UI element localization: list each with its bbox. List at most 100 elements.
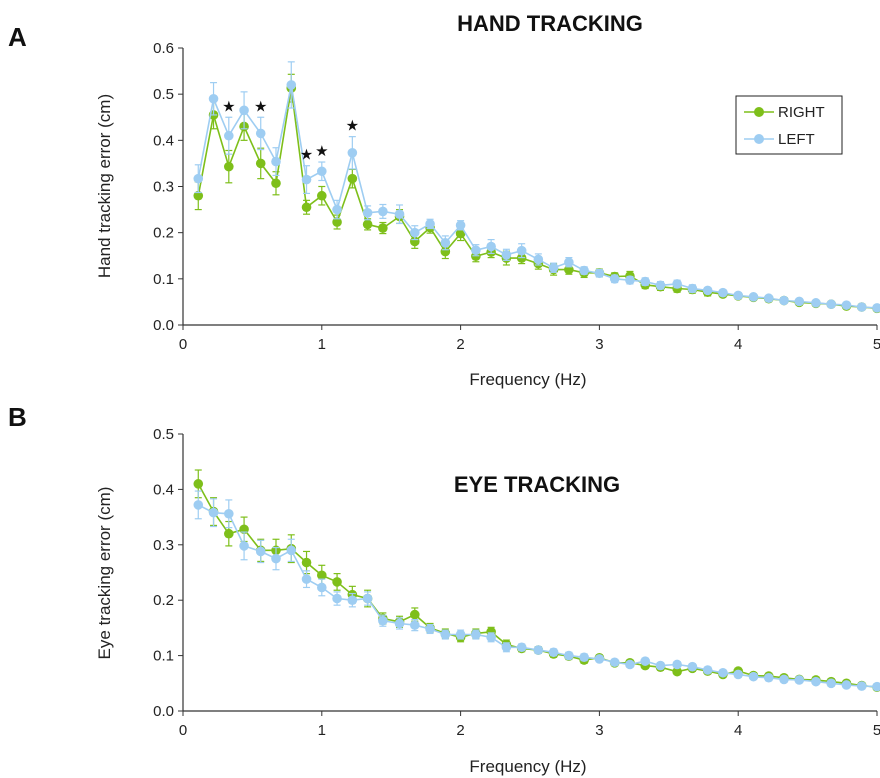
y-tick-label-hand: 0.1 <box>153 271 174 288</box>
y-tick-label-hand: 0.0 <box>153 317 174 334</box>
legend-item-right: RIGHT <box>744 104 825 121</box>
data-point-left <box>516 642 527 653</box>
legend-label-right: RIGHT <box>778 104 825 121</box>
data-point-left <box>394 209 405 219</box>
data-point-left <box>224 508 234 519</box>
data-point-left <box>255 546 266 557</box>
data-point-left <box>794 675 805 685</box>
data-point-left <box>748 292 759 302</box>
data-point-left <box>856 681 867 691</box>
data-point-left <box>516 245 527 256</box>
data-point-left <box>872 303 880 313</box>
data-point-left <box>609 657 620 668</box>
x-axis-label-hand: Frequency (Hz) <box>469 370 586 389</box>
data-point-left <box>239 541 249 551</box>
data-point-left <box>841 680 852 690</box>
data-point-left <box>501 250 512 260</box>
data-point-left <box>425 624 435 634</box>
data-point-left <box>594 268 605 279</box>
y-tick-label-eye: 0.1 <box>153 648 174 665</box>
data-point-left <box>301 574 312 584</box>
data-point-left <box>224 130 234 141</box>
data-point-left <box>579 652 589 663</box>
data-point-left <box>872 681 880 692</box>
data-point-left <box>609 274 620 284</box>
significance-star: ★ <box>254 97 267 115</box>
data-point-left <box>564 650 574 661</box>
data-point-left <box>794 296 805 307</box>
data-point-left <box>378 615 388 626</box>
y-tick-label-eye: 0.0 <box>153 703 174 720</box>
data-point-right <box>332 577 342 587</box>
data-point-left <box>718 287 728 298</box>
data-point-left <box>733 290 743 301</box>
data-point-left <box>440 238 451 248</box>
x-tick-label-eye: 3 <box>595 722 603 739</box>
data-point-left <box>347 595 358 605</box>
significance-star: ★ <box>346 117 359 135</box>
data-point-left <box>718 667 728 678</box>
data-point-right <box>193 479 204 489</box>
y-tick-label-hand: 0.4 <box>153 132 174 149</box>
data-point-left <box>826 678 836 689</box>
y-tick-label-hand: 0.3 <box>153 179 174 196</box>
plot-hand-tracking: 0.00.10.20.30.40.50.60 1 2 3 4 5★ ★★ ★★ <box>153 40 880 353</box>
significance-star: ★ <box>315 142 328 160</box>
y-tick-label-hand: 0.2 <box>153 225 174 242</box>
data-point-left <box>702 285 713 296</box>
data-point-left <box>687 661 698 672</box>
data-point-left <box>332 593 342 604</box>
legend-box <box>735 95 843 155</box>
data-point-left <box>208 93 219 104</box>
chart-title-eye: EYE TRACKING <box>454 472 620 497</box>
data-point-left <box>763 293 774 304</box>
data-point-left <box>471 245 481 256</box>
data-point-left <box>733 669 743 680</box>
plot-eye-tracking: 0.0 0.1 0.2 0.3 0.4 0.5 0 1 2 3 4 5 <box>153 426 880 739</box>
data-point-left <box>347 147 358 158</box>
data-point-right <box>271 178 281 189</box>
series-line-right-eye <box>197 483 878 688</box>
data-point-left <box>748 671 759 682</box>
data-point-left <box>579 265 589 276</box>
x-tick-label-hand: 4 <box>734 336 742 353</box>
data-point-left <box>625 659 635 670</box>
x-tick-label-hand: 1 <box>318 336 326 353</box>
data-point-left <box>271 553 281 564</box>
legend-marker-left <box>754 134 764 144</box>
data-point-left <box>409 227 420 238</box>
data-point-left <box>455 629 466 640</box>
data-point-left <box>811 676 821 687</box>
data-point-right <box>301 557 312 568</box>
series-line-left-eye <box>197 504 878 688</box>
data-point-left <box>826 299 836 310</box>
data-point-left <box>655 280 666 291</box>
data-point-left <box>763 672 774 683</box>
data-point-left <box>533 645 544 655</box>
legend-marker-right <box>754 107 764 117</box>
data-point-right <box>332 217 342 227</box>
y-tick-label-eye: 0.4 <box>153 481 174 498</box>
x-tick-label-hand: 2 <box>456 336 464 353</box>
y-tick-label-hand: 0.5 <box>153 86 174 103</box>
data-point-left <box>394 618 405 629</box>
data-point-left <box>811 298 821 308</box>
data-point-right <box>224 528 234 539</box>
data-point-left <box>239 105 249 116</box>
x-tick-label-hand: 0 <box>179 336 187 353</box>
data-point-left <box>332 204 342 215</box>
data-point-left <box>564 257 574 268</box>
data-point-left <box>672 659 682 670</box>
data-point-left <box>286 545 297 556</box>
data-point-right <box>409 609 420 620</box>
data-point-left <box>779 674 789 685</box>
data-point-left <box>640 276 651 287</box>
data-point-left <box>672 279 682 289</box>
data-point-left <box>193 173 204 184</box>
data-point-right <box>317 190 327 201</box>
significance-star: ★ <box>300 146 313 164</box>
data-point-left <box>533 254 544 265</box>
data-point-left <box>640 656 651 666</box>
data-point-left <box>255 128 266 139</box>
